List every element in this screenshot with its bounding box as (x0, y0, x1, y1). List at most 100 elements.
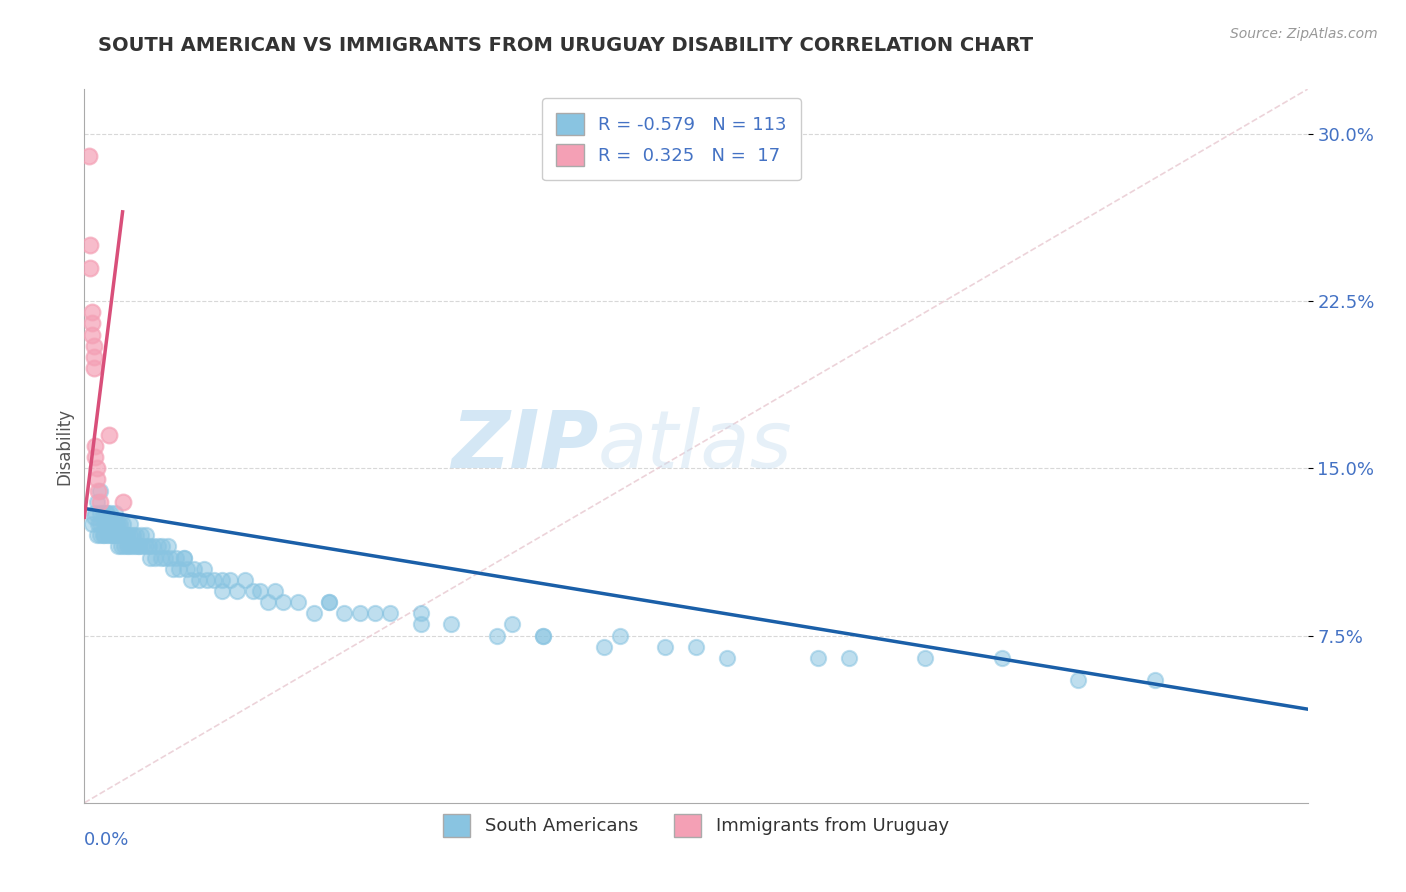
Point (80, 327, 103, 342)
Point (202, 573, 225, 587)
Point (89, 516, 111, 531)
Point (87, 483, 110, 498)
Text: Source: ZipAtlas.com: Source: ZipAtlas.com (1230, 27, 1378, 41)
Point (104, 506, 127, 520)
Legend: South Americans, Immigrants from Uruguay: South Americans, Immigrants from Uruguay (436, 807, 956, 844)
Point (105, 516, 128, 531)
Text: ZIP: ZIP (451, 407, 598, 485)
Point (83, 338, 105, 352)
Point (183, 562, 205, 576)
Point (167, 562, 190, 576)
Point (142, 539, 165, 553)
Point (609, 628, 631, 642)
Point (96, 516, 118, 531)
Point (531, 628, 554, 642)
Point (176, 562, 198, 576)
Point (97, 528, 120, 542)
Point (110, 539, 132, 553)
Point (716, 651, 738, 665)
Point (114, 528, 136, 542)
Point (97, 427, 120, 442)
Point (79, 260, 101, 275)
Point (440, 617, 463, 632)
Point (112, 539, 135, 553)
Point (211, 573, 233, 587)
Point (380, 607, 402, 621)
Point (242, 583, 264, 598)
Point (91, 506, 114, 520)
Point (127, 539, 149, 553)
Point (101, 528, 124, 542)
Point (104, 516, 127, 531)
Point (139, 550, 162, 565)
Point (96, 528, 118, 542)
Point (84, 506, 107, 520)
Point (131, 539, 153, 553)
Point (155, 550, 177, 565)
Point (409, 617, 432, 632)
Point (84, 450, 107, 464)
Point (84, 439, 107, 453)
Point (271, 595, 294, 609)
Point (107, 516, 129, 531)
Point (83, 510, 105, 524)
Point (98, 506, 121, 520)
Point (257, 595, 280, 609)
Point (1067, 673, 1090, 687)
Point (91, 528, 114, 542)
Point (149, 550, 172, 565)
Point (162, 562, 184, 576)
Point (165, 550, 187, 565)
Point (211, 583, 233, 598)
Point (107, 539, 129, 553)
Point (188, 573, 211, 587)
Point (173, 550, 195, 565)
Point (135, 539, 157, 553)
Point (86, 461, 108, 475)
Point (249, 583, 271, 598)
Point (104, 528, 127, 542)
Point (86, 473, 108, 487)
Point (991, 651, 1014, 665)
Text: atlas: atlas (598, 407, 793, 485)
Point (654, 640, 676, 654)
Point (128, 539, 150, 553)
Point (80, 316, 103, 330)
Point (302, 607, 325, 621)
Point (115, 539, 138, 553)
Point (86, 528, 108, 542)
Point (593, 640, 616, 654)
Point (486, 628, 509, 642)
Point (807, 651, 830, 665)
Point (173, 550, 195, 565)
Point (115, 528, 138, 542)
Point (118, 539, 141, 553)
Point (86, 494, 108, 508)
Point (502, 617, 524, 632)
Text: 0.0%: 0.0% (84, 831, 129, 849)
Point (180, 573, 202, 587)
Text: SOUTH AMERICAN VS IMMIGRANTS FROM URUGUAY DISABILITY CORRELATION CHART: SOUTH AMERICAN VS IMMIGRANTS FROM URUGUA… (98, 36, 1033, 54)
Point (150, 539, 173, 553)
Point (120, 516, 142, 531)
Point (108, 516, 131, 531)
Point (838, 651, 860, 665)
Point (121, 539, 143, 553)
Point (93, 528, 115, 542)
Point (80, 516, 103, 531)
Point (97, 516, 120, 531)
Point (233, 573, 256, 587)
Point (124, 539, 146, 553)
Point (89, 506, 111, 520)
Point (101, 516, 124, 531)
Point (143, 550, 166, 565)
Point (226, 583, 249, 598)
Point (125, 528, 148, 542)
Point (333, 607, 356, 621)
Point (129, 528, 152, 542)
Point (364, 607, 387, 621)
Point (80, 305, 103, 319)
Point (89, 528, 111, 542)
Point (103, 528, 125, 542)
Point (138, 539, 160, 553)
